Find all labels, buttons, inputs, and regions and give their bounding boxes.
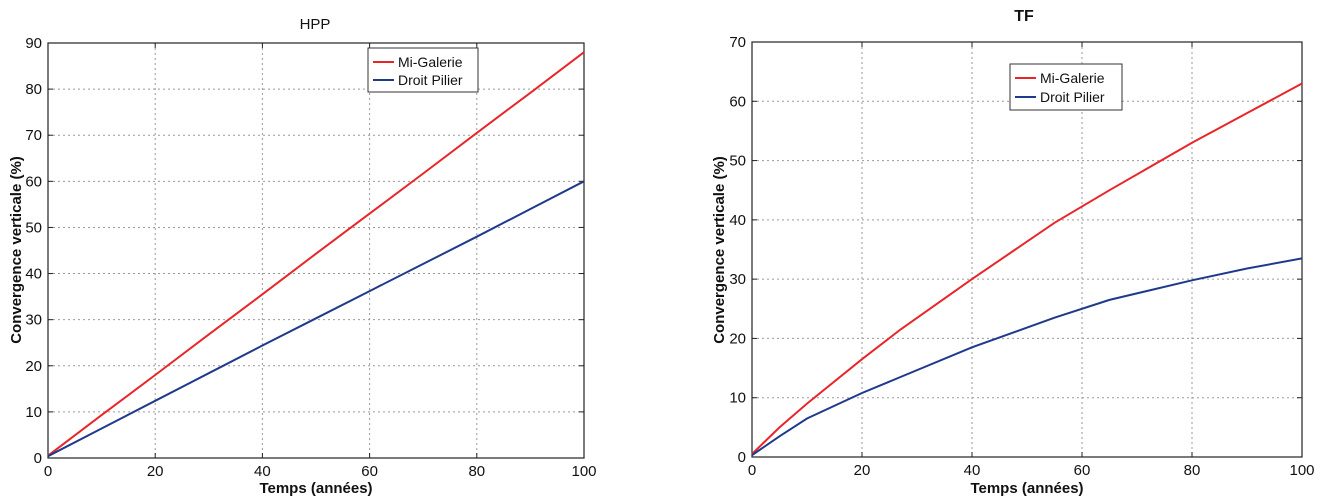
- y-tick-label: 20: [25, 358, 42, 375]
- y-tick-label: 40: [729, 212, 746, 229]
- legend-label-mi-galerie: Mi-Galerie: [1040, 70, 1105, 86]
- legend: Mi-Galerie Droit Pilier: [367, 47, 479, 93]
- grid: [752, 42, 1302, 457]
- y-tick-label: 30: [729, 271, 746, 288]
- x-tick-label: 80: [1184, 462, 1201, 479]
- x-tick-label: 80: [468, 463, 485, 480]
- x-axis-label: Temps (années): [970, 480, 1083, 497]
- x-tick-label: 60: [1074, 462, 1091, 479]
- x-tick-label: 0: [44, 463, 52, 480]
- y-tick-label: 70: [729, 34, 746, 51]
- legend-label-droit-pilier: Droit Pilier: [1040, 89, 1105, 105]
- y-tick-label: 50: [729, 153, 746, 170]
- y-tick-label: 30: [25, 312, 42, 329]
- legend-box: [1009, 63, 1123, 111]
- series-group: [47, 51, 585, 458]
- y-tick-label: 40: [25, 266, 42, 283]
- legend-label-droit-pilier: Droit Pilier: [398, 72, 463, 88]
- plot-frame: [751, 41, 1303, 458]
- y-tick-label: 10: [729, 390, 746, 407]
- x-tick-label: 40: [964, 462, 981, 479]
- chart-title: TF: [1014, 8, 1034, 25]
- y-tick-label: 20: [729, 330, 746, 347]
- legend: Mi-Galerie Droit Pilier: [1009, 63, 1123, 111]
- y-tick-label: 80: [25, 81, 42, 98]
- y-tick-label: 0: [738, 449, 746, 466]
- y-tick-label: 60: [729, 93, 746, 110]
- series-group: [751, 82, 1303, 457]
- x-tick-label: 20: [854, 462, 871, 479]
- y-tick-label: 50: [25, 219, 42, 236]
- y-tick-label: 10: [25, 404, 42, 421]
- grid: [48, 43, 584, 458]
- series-line-mi-galerie: [751, 82, 1303, 455]
- chart-hpp: HPP 0 20 40 60 80 100 0 10 20 30 40 50 60 70 80 90 Temp…: [8, 16, 597, 497]
- x-tick-label: 60: [361, 463, 378, 480]
- series-line-droit-pilier: [751, 257, 1303, 457]
- x-tick-label: 20: [147, 463, 164, 480]
- x-tick-label: 100: [571, 463, 596, 480]
- legend-label-mi-galerie: Mi-Galerie: [398, 54, 463, 70]
- x-tick-label: 40: [254, 463, 271, 480]
- axis-ticks: 0 20 40 60 80 100 0 10 20 30 40 50 60 70: [729, 34, 1314, 479]
- x-tick-label: 100: [1289, 462, 1314, 479]
- y-tick-label: 0: [34, 450, 42, 467]
- chart-tf: TF 0 20 40 60 80 100 0 10 20 30 40 50 60 70 Temps (an…: [711, 8, 1315, 497]
- chart-title: HPP: [300, 16, 331, 33]
- plot-frame: [47, 42, 585, 459]
- x-tick-label: 0: [748, 462, 756, 479]
- y-tick-label: 60: [25, 173, 42, 190]
- y-tick-label: 70: [25, 127, 42, 144]
- y-tick-label: 90: [25, 35, 42, 52]
- legend-box: [367, 47, 479, 93]
- y-axis-label: Convergence verticale (%): [711, 156, 728, 344]
- series-line-mi-galerie: [47, 51, 585, 457]
- axis-ticks: 0 20 40 60 80 100 0 10 20 30 40 50 60 70 80 90: [25, 35, 596, 480]
- y-axis-label: Convergence verticale (%): [8, 156, 25, 344]
- series-line-droit-pilier: [47, 180, 585, 458]
- x-axis-label: Temps (années): [259, 480, 372, 497]
